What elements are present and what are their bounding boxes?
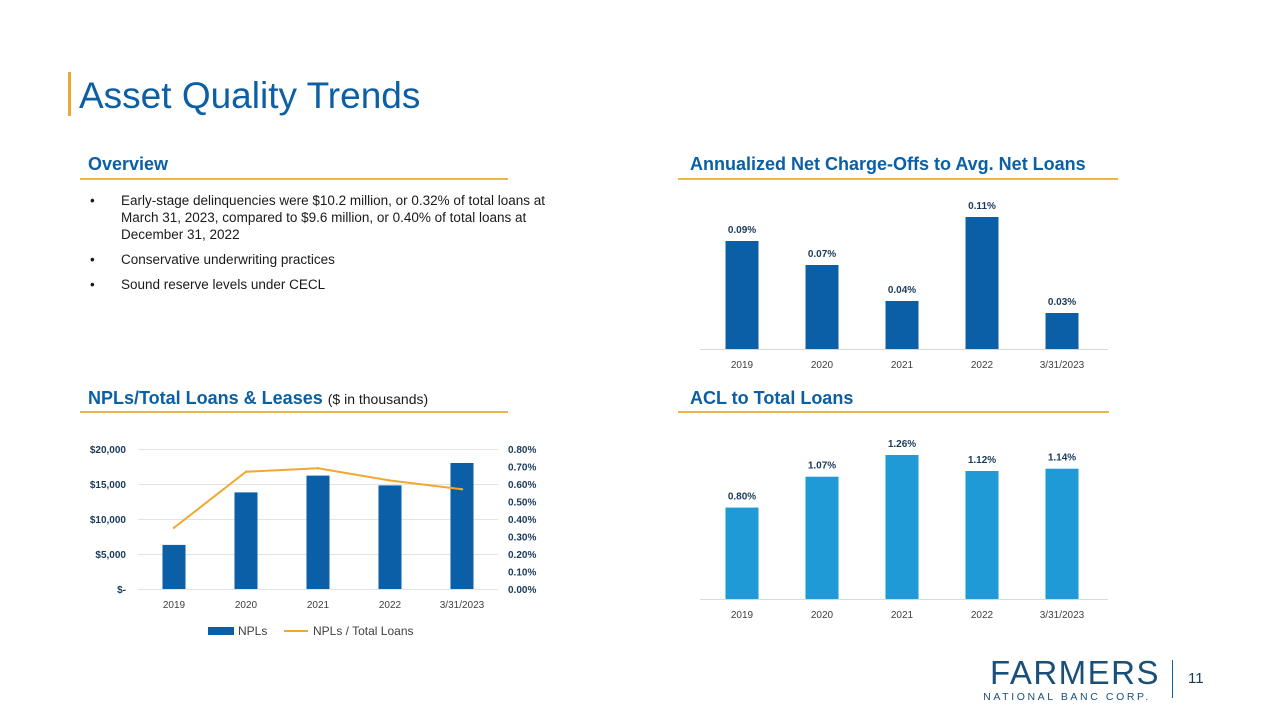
y-right-tick-label: 0.20% <box>508 550 536 561</box>
overview-heading: Overview <box>88 154 169 174</box>
y-right-tick-label: 0.40% <box>508 515 536 526</box>
data-label: 0.80% <box>728 492 756 503</box>
x-tick-label: 2019 <box>731 360 754 371</box>
npl-chart: $- $5,000 $10,000 $15,000 $20,000 0.00% 0.10% 0… <box>90 445 537 638</box>
x-tick-label: 3/31/2023 <box>440 600 485 611</box>
npl-bar <box>306 475 330 589</box>
page-number-divider <box>1172 660 1173 698</box>
npl-bar <box>162 544 186 589</box>
data-label: 0.11% <box>968 201 996 212</box>
x-tick-label: 2021 <box>307 600 330 611</box>
bullet-dot: • <box>90 193 95 208</box>
bar <box>885 301 919 349</box>
x-tick-label: 2019 <box>163 600 186 611</box>
bullet-item: • Conservative underwriting practices <box>88 251 568 268</box>
y-left-tick-label: $15,000 <box>90 480 127 491</box>
y-right-tick-label: 0.00% <box>508 585 536 596</box>
y-left-tick-label: $- <box>117 585 126 596</box>
data-label: 0.03% <box>1048 297 1076 308</box>
x-tick-label: 2022 <box>971 360 994 371</box>
y-left-tick-label: $5,000 <box>95 550 126 561</box>
page-number: 11 <box>1188 670 1204 687</box>
bar <box>805 476 839 599</box>
legend-label-npls: NPLs <box>238 624 267 638</box>
data-label: 1.07% <box>808 461 836 472</box>
bar <box>805 265 839 349</box>
y-left-tick-label: $20,000 <box>90 445 127 456</box>
y-right-tick-label: 0.80% <box>508 445 536 456</box>
npl-bar <box>378 485 402 589</box>
overview-rule <box>80 178 508 180</box>
title-accent-bar <box>68 72 71 116</box>
npl-heading-sub: ($ in thousands) <box>327 391 429 407</box>
x-tick-label: 2022 <box>971 610 994 621</box>
y-right-tick-label: 0.70% <box>508 463 536 474</box>
npl-bar <box>450 463 474 589</box>
logo-name: FARMERS <box>990 654 1160 691</box>
bullet-dot: • <box>90 252 95 267</box>
npl-bar <box>234 492 258 589</box>
y-right-tick-label: 0.60% <box>508 480 536 491</box>
bar <box>725 507 759 599</box>
farmers-logo: FARMERS NATIONAL BANC CORP. <box>983 654 1160 703</box>
data-label: 1.26% <box>888 439 916 450</box>
bullet-text: Sound reserve levels under CECL <box>121 277 326 292</box>
x-tick-label: 2019 <box>731 610 754 621</box>
legend-swatch-npls <box>208 627 234 635</box>
x-tick-label: 2020 <box>811 360 834 371</box>
npl-ratio-point <box>172 526 176 529</box>
bullet-item: • Sound reserve levels under CECL <box>88 276 568 293</box>
acl-heading: ACL to Total Loans <box>690 388 854 408</box>
x-tick-label: 2021 <box>891 610 914 621</box>
legend-label-ratio: NPLs / Total Loans <box>313 624 414 638</box>
npl-ratio-point <box>316 467 320 470</box>
npl-ratio-point <box>460 488 464 491</box>
x-tick-label: 2022 <box>379 600 402 611</box>
bullet-item: • Early-stage delinquencies were $10.2 mi… <box>88 192 568 243</box>
acl-rule <box>678 411 1109 413</box>
y-right-tick-label: 0.30% <box>508 533 536 544</box>
x-tick-label: 2020 <box>811 610 834 621</box>
y-right-tick-label: 0.10% <box>508 568 536 579</box>
acl-chart: 0.80% 2019 1.07% 2020 1.26% 2021 1.12% 2022 1.14… <box>700 439 1108 621</box>
npl-heading: NPLs/Total Loans & Leases ($ in thousand… <box>88 388 428 409</box>
bar <box>885 455 919 599</box>
nco-rule <box>678 178 1118 180</box>
bar <box>1045 313 1079 349</box>
data-label: 0.09% <box>728 225 756 236</box>
npl-rule <box>80 411 508 413</box>
data-label: 0.07% <box>808 249 836 260</box>
bullet-text: Conservative underwriting practices <box>121 252 335 267</box>
x-tick-label: 2020 <box>235 600 258 611</box>
y-right-tick-label: 0.50% <box>508 498 536 509</box>
bar <box>965 471 999 599</box>
x-tick-label: 3/31/2023 <box>1040 610 1085 621</box>
logo-sub: NATIONAL BANC CORP. <box>983 691 1151 703</box>
npl-heading-main: NPLs/Total Loans & Leases <box>88 388 323 408</box>
nco-heading: Annualized Net Charge-Offs to Avg. Net L… <box>690 154 1086 174</box>
bar <box>1045 468 1079 599</box>
bar <box>965 217 999 349</box>
npl-ratio-point <box>244 470 248 473</box>
bar <box>725 241 759 349</box>
x-tick-label: 2021 <box>891 360 914 371</box>
data-label: 1.12% <box>968 455 996 466</box>
data-label: 0.04% <box>888 285 916 296</box>
bullet-dot: • <box>90 277 95 292</box>
y-left-tick-label: $10,000 <box>90 515 127 526</box>
x-tick-label: 3/31/2023 <box>1040 360 1085 371</box>
overview-bullet-list: • Early-stage delinquencies were $10.2 mi… <box>88 192 568 301</box>
page-title: Asset Quality Trends <box>79 75 421 116</box>
bullet-text: Early-stage delinquencies were $10.2 mil… <box>121 193 545 242</box>
nco-chart: 0.09% 2019 0.07% 2020 0.04% 2021 0.11% 2022 0.03… <box>700 201 1108 371</box>
npl-ratio-point <box>388 479 392 482</box>
data-label: 1.14% <box>1048 453 1076 464</box>
